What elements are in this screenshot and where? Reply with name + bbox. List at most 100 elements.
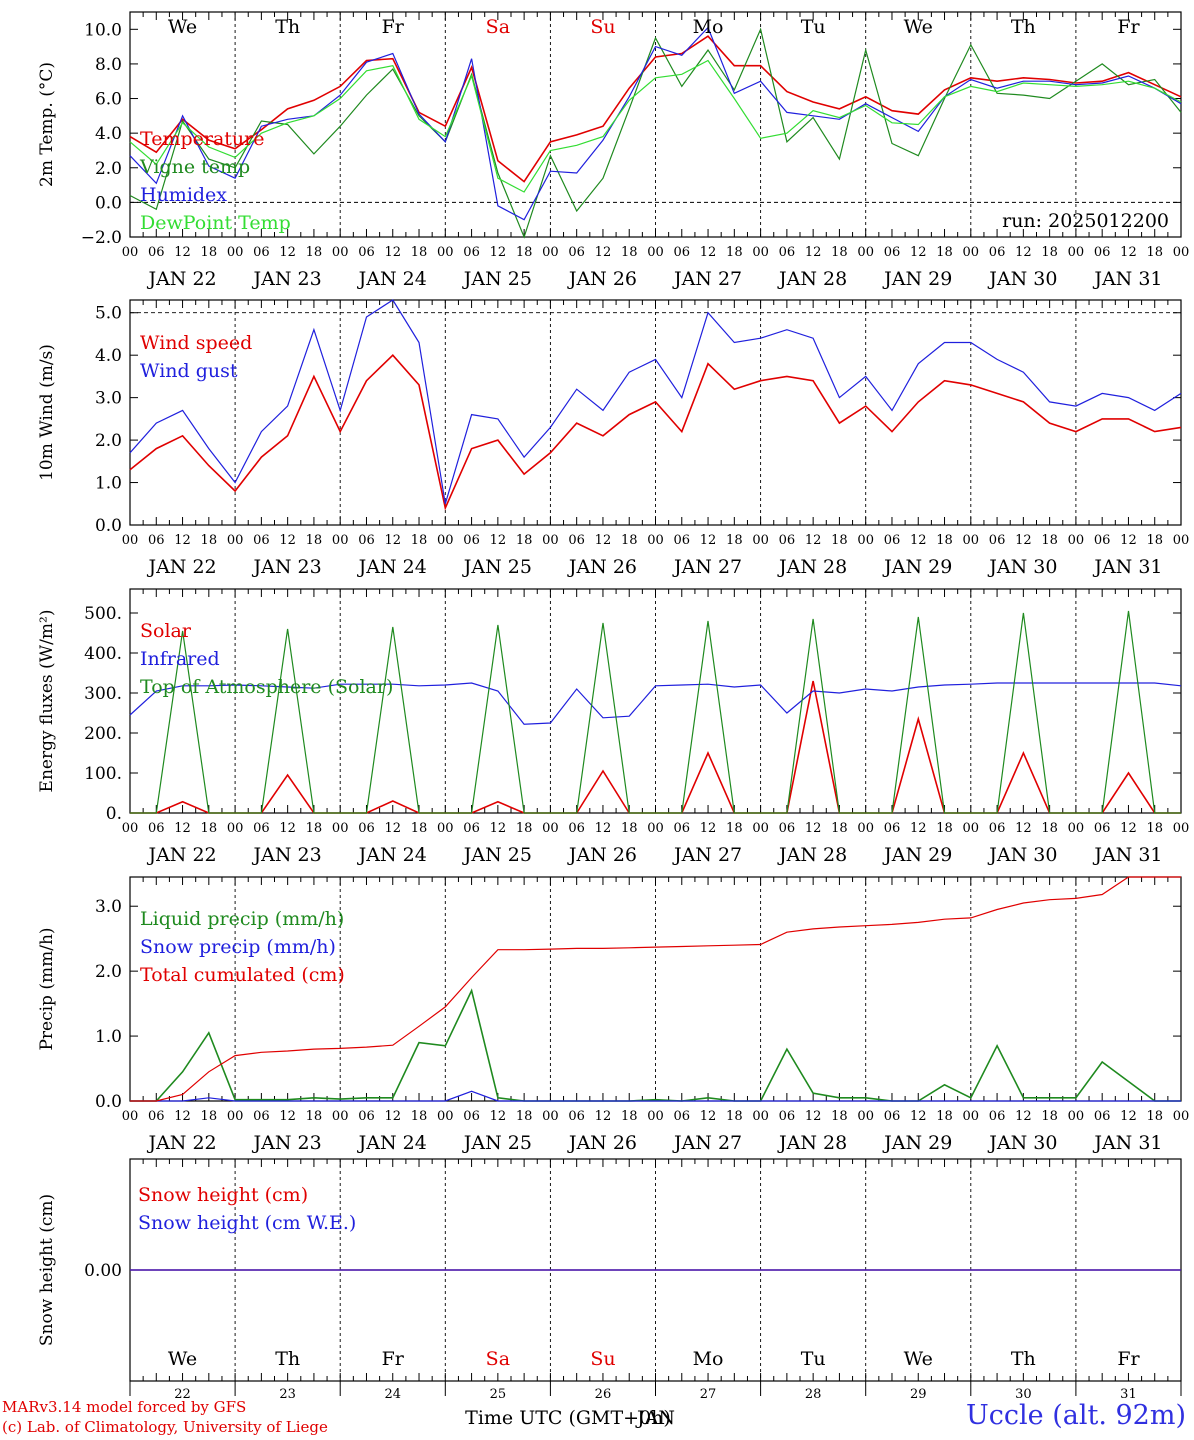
y-tick-label: 10.0 — [84, 20, 122, 40]
hour-tick-label: 00 — [332, 533, 349, 548]
weekday-label: We — [904, 1348, 933, 1370]
date-label: JAN 28 — [777, 844, 847, 866]
hour-tick-label: 18 — [621, 245, 638, 260]
weekday-label: Su — [590, 1348, 615, 1370]
hour-tick-label: 18 — [936, 1109, 953, 1124]
hour-tick-label: 06 — [568, 821, 585, 836]
y-tick-label: 0. — [106, 804, 122, 824]
legend-entry: Wind speed — [140, 332, 252, 354]
hour-tick-label: 12 — [595, 533, 612, 548]
date-label: JAN 22 — [146, 268, 216, 290]
hour-tick-label: 00 — [122, 533, 139, 548]
legend-entry: DewPoint Temp — [140, 212, 291, 234]
hour-tick-label: 12 — [805, 245, 822, 260]
date-label: JAN 24 — [357, 844, 427, 866]
weekday-label: Fr — [382, 16, 405, 38]
date-label: JAN 30 — [987, 844, 1057, 866]
hour-tick-label: 18 — [831, 245, 848, 260]
series-line-1 — [129, 354, 1182, 511]
hour-tick-label: 12 — [595, 1109, 612, 1124]
y-tick-label: 1.0 — [95, 1027, 122, 1047]
hour-tick-label: 06 — [358, 245, 375, 260]
hour-tick-label: 06 — [779, 245, 796, 260]
day-number-label: 24 — [384, 1387, 401, 1402]
hour-tick-label: 12 — [1120, 1109, 1137, 1124]
hour-tick-label: 00 — [752, 1109, 769, 1124]
date-label: JAN 26 — [567, 556, 637, 578]
hour-tick-label: 12 — [384, 1109, 401, 1124]
hour-tick-label: 00 — [332, 821, 349, 836]
day-number-label: 22 — [174, 1387, 191, 1402]
y-tick-label: 0.0 — [95, 193, 122, 213]
legend-entry: Humidex — [140, 184, 227, 206]
hour-tick-label: 00 — [1068, 821, 1085, 836]
y-tick-label: 0.0 — [95, 1092, 122, 1112]
hour-tick-label: 00 — [437, 245, 454, 260]
hour-tick-label: 12 — [700, 245, 717, 260]
day-number-label: 30 — [1015, 1387, 1032, 1402]
hour-tick-label: 12 — [384, 533, 401, 548]
hour-tick-label: 12 — [1015, 533, 1032, 548]
hour-tick-label: 12 — [1120, 821, 1137, 836]
date-label: JAN 22 — [146, 844, 216, 866]
hour-tick-label: 18 — [411, 533, 428, 548]
hour-tick-label: 12 — [910, 533, 927, 548]
weekday-label: We — [904, 16, 933, 38]
date-label: JAN 23 — [252, 844, 322, 866]
date-label: JAN 25 — [462, 844, 532, 866]
date-label: JAN 28 — [777, 1132, 847, 1154]
weekday-label: Fr — [1117, 1348, 1140, 1370]
hour-tick-label: 06 — [253, 245, 270, 260]
legend-entry: Liquid precip (mm/h) — [140, 908, 344, 930]
y-axis-label: 2m Temp. (°C) — [37, 62, 57, 187]
hour-tick-label: 06 — [1094, 821, 1111, 836]
hour-tick-label: 06 — [463, 821, 480, 836]
hour-tick-label: 12 — [490, 821, 507, 836]
hour-tick-label: 06 — [1094, 245, 1111, 260]
hour-tick-label: 00 — [542, 245, 559, 260]
weekday-label: Tu — [801, 16, 826, 38]
hour-tick-label: 00 — [857, 821, 874, 836]
date-label: JAN 31 — [1092, 556, 1162, 578]
hour-tick-label: 12 — [1120, 245, 1137, 260]
y-axis-label: 10m Wind (m/s) — [37, 344, 57, 481]
hour-tick-label: 06 — [674, 245, 691, 260]
hour-tick-label: 06 — [463, 533, 480, 548]
y-axis-label: Precip (mm/h) — [37, 927, 57, 1050]
plot-frame — [129, 299, 1182, 526]
hour-tick-label: 06 — [989, 245, 1006, 260]
hour-tick-label: 00 — [227, 245, 244, 260]
hour-tick-label: 12 — [279, 1109, 296, 1124]
date-label: JAN 27 — [672, 1132, 742, 1154]
hour-tick-label: 18 — [306, 1109, 323, 1124]
hour-tick-label: 00 — [752, 821, 769, 836]
hour-tick-label: 00 — [542, 821, 559, 836]
hour-tick-label: 06 — [989, 1109, 1006, 1124]
series-line-3 — [130, 876, 1181, 1102]
y-tick-label: 5.0 — [95, 304, 122, 324]
hour-tick-label: 18 — [411, 245, 428, 260]
hour-tick-label: 00 — [647, 533, 664, 548]
hour-tick-label: 12 — [384, 821, 401, 836]
hour-tick-label: 18 — [621, 1109, 638, 1124]
hour-tick-label: 06 — [358, 1109, 375, 1124]
hour-tick-label: 12 — [174, 245, 191, 260]
hour-tick-label: 18 — [1041, 1109, 1058, 1124]
hour-tick-label: 00 — [963, 1109, 980, 1124]
date-label: JAN 26 — [567, 268, 637, 290]
hour-tick-label: 00 — [857, 1109, 874, 1124]
y-tick-label: 100. — [84, 764, 122, 784]
panel-1: −2.0 0.0 2.0 4.0 6.0 8.0 10.0 2m Temp. (°C) Temp… — [37, 11, 1189, 290]
series-line-3 — [130, 610, 1181, 814]
date-label: JAN 23 — [252, 268, 322, 290]
hour-tick-label: 06 — [253, 821, 270, 836]
date-label: JAN 29 — [882, 1132, 952, 1154]
hour-tick-label: 00 — [332, 1109, 349, 1124]
legend-entry: Total cumulated (cm) — [140, 964, 345, 986]
date-label: JAN 31 — [1092, 268, 1162, 290]
hour-tick-label: 00 — [122, 821, 139, 836]
series-line-2 — [129, 27, 1182, 239]
hour-tick-label: 12 — [384, 245, 401, 260]
hour-tick-label: 18 — [516, 1109, 533, 1124]
